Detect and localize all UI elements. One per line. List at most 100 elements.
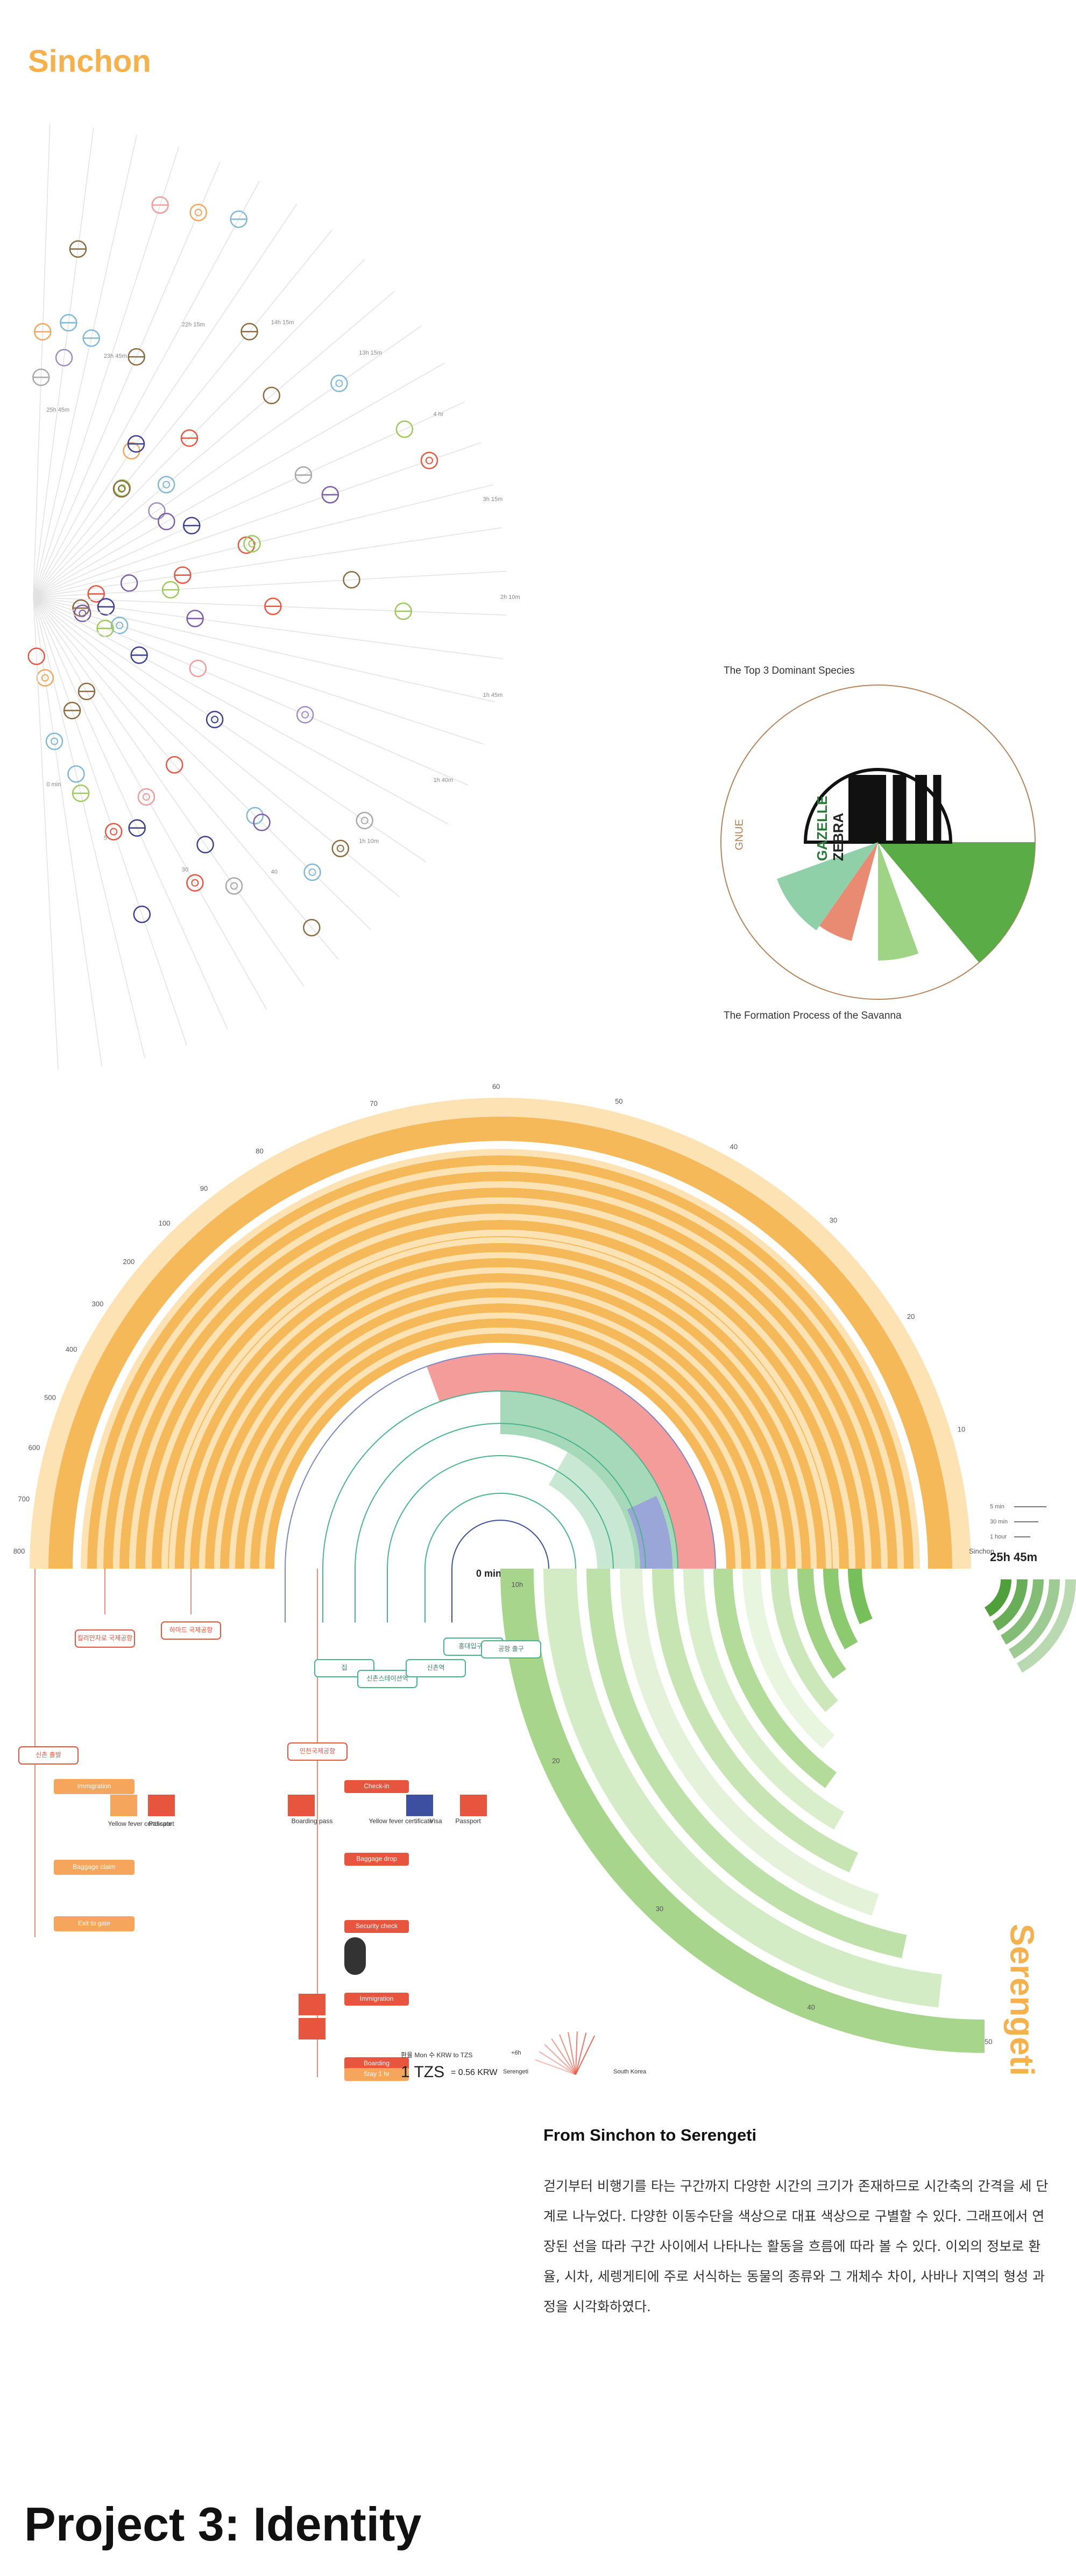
step-tag [54,1779,134,1794]
species-stripe [893,775,907,842]
place-tag [481,1640,541,1658]
step-icon [299,1994,325,2015]
green-arc [770,1569,839,1712]
fan-icon-dot [308,868,316,876]
arc-tick-label: 60 [492,1082,500,1090]
fan-icon [395,420,414,438]
fan-line [33,442,481,598]
species-mint [777,842,878,930]
fan-label: 22h 15m [182,321,205,328]
fan-line [33,291,395,598]
tz-ray [539,2051,576,2075]
arc-tick-label: 800 [13,1547,25,1555]
green-arc [652,1569,858,1873]
fan-line [33,597,449,825]
fan-icon [137,788,155,806]
fan-icon [166,756,183,774]
fan-label: 3h 15m [483,496,503,503]
fan-label: 23h 45m [104,353,127,359]
fan-line [33,597,484,745]
tz-ray [575,2035,595,2075]
step-tag [54,1860,134,1875]
fan-line [33,597,503,659]
route-line [322,1391,678,1622]
green-arc [620,1569,879,1916]
fan-icon [330,375,348,392]
fan-line [33,326,422,598]
fan-line [33,484,493,598]
step-label: Immigration [77,1782,111,1790]
arc-tick-label: 600 [29,1443,40,1451]
arc-tick-label: 100 [159,1219,171,1227]
fan-line [33,597,145,1058]
fan-icon-dot [248,540,256,548]
arc-tick-label: 700 [18,1495,30,1503]
step-label: Passport [148,1820,174,1827]
arc-tick-label: 300 [92,1300,104,1308]
fan-icon-dot [118,485,126,493]
place-tag [18,1746,79,1765]
fan-line [33,527,502,598]
step-tag [344,2057,409,2070]
fan-line [33,597,228,1029]
place-label: 홍대입구역 [458,1642,488,1650]
arc-tick-label: 90 [200,1184,208,1192]
step-icon [148,1795,175,1816]
fan-icon [55,349,73,366]
green-arc [543,1569,942,2008]
fan-icon [263,386,280,405]
green-arc [848,1569,873,1625]
fan-label: 14h 15m [271,319,294,326]
fan-icon [74,604,91,623]
fan-icon-dot [194,208,202,216]
security-icon [344,1937,366,1975]
fan-icon [189,659,207,677]
fan-icon [112,480,131,498]
fan-icon [343,571,360,589]
fan-icon [110,616,129,634]
fan-icon [120,574,138,592]
place-label: 킬리만자로 국제공항 [77,1634,133,1642]
species-green [878,842,1035,963]
green-arc [586,1569,907,1958]
fan-icon [196,836,214,853]
species-caption: The Formation Process of the Savanna [724,1010,902,1021]
arc-tick-label: 40 [730,1143,738,1151]
fan-label: 1h 45m [483,692,503,698]
fan-label: 25h 45m [46,407,69,413]
place-label: 인천국제공항 [300,1747,335,1755]
fan-line [33,597,102,1066]
route-line [387,1455,614,1622]
step-tag [344,1920,409,1933]
arc-tick-label: 80 [256,1147,263,1155]
arc-tick-label: 70 [370,1099,377,1107]
fan-icon-dot [79,609,87,617]
route-line [451,1520,549,1622]
description-body: 걷기부터 비행기를 타는 구간까지 다양한 시간의 크기가 존재하므로 시간축의… [543,2178,1049,2314]
exchange-rate: = 0.56 KRW [451,2068,498,2077]
place-tag [287,1742,348,1761]
fan-line [33,597,305,986]
fan-icon-dot [51,737,59,745]
arc-tick-label: 10 [958,1425,965,1434]
fan-line [33,401,465,598]
legend-label: 1 hour [990,1534,1007,1540]
tz-ray [575,2031,578,2075]
lower-label: 10h [512,1580,523,1589]
species-salmon [819,842,878,941]
fan-label: 40 [271,869,278,875]
fan-icon [243,535,261,553]
fan-line [33,597,400,898]
fan-icon [157,476,175,493]
end-label: 25h 45m [990,1550,1037,1564]
tz-ray [559,2034,576,2075]
fan-line [33,135,137,598]
step-label: Baggage drop [356,1855,397,1862]
lower-label: 40 [807,2003,815,2011]
fan-line [33,597,495,703]
lower-label: 50 [985,2037,992,2045]
step-label: Check-in [364,1782,389,1790]
step-tag [344,1993,409,2006]
